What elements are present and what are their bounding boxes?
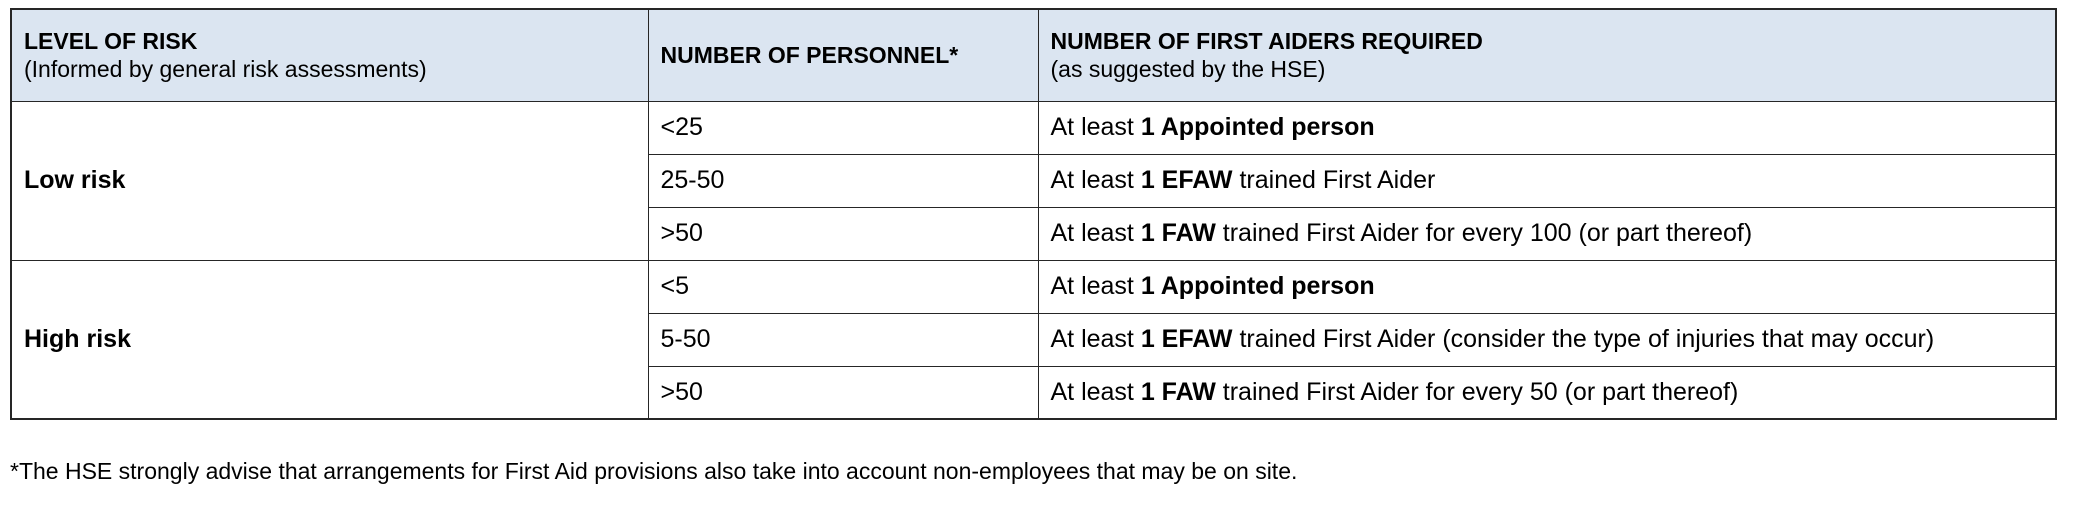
personnel-cell: 5-50 xyxy=(647,312,1039,367)
header-cell-level-of-risk: LEVEL OF RISK (Informed by general risk … xyxy=(10,8,649,102)
requirement-suffix: trained First Aider (consider the type o… xyxy=(1232,325,1935,353)
requirement-prefix: At least xyxy=(1050,377,1141,406)
header-subtitle-first-aiders-required: (as suggested by the HSE) xyxy=(1050,56,1326,83)
header-title-level-of-risk: LEVEL OF RISK xyxy=(24,27,198,54)
requirement-bold: 1 Appointed person xyxy=(1140,272,1375,300)
requirement-bold: 1 FAW xyxy=(1140,377,1216,406)
requirement-bold: 1 EFAW xyxy=(1140,166,1233,194)
requirement-cell: At least 1 EFAW trained First Aider (con… xyxy=(1037,312,2057,367)
table-row: 25-50 At least 1 EFAW trained First Aide… xyxy=(11,153,2057,208)
table-row: High risk <5 At least 1 Appointed person xyxy=(10,259,2057,420)
requirement-bold: 1 Appointed person xyxy=(1140,113,1375,141)
first-aid-requirements-table: LEVEL OF RISK (Informed by general risk … xyxy=(10,8,2057,420)
requirement-cell: At least 1 FAW trained First Aider for e… xyxy=(1037,365,2057,420)
requirement-prefix: At least xyxy=(1050,166,1141,194)
risk-level-cell-low: Low risk xyxy=(10,100,649,261)
personnel-cell: >50 xyxy=(647,365,1039,420)
requirement-prefix: At least xyxy=(1050,325,1141,353)
requirement-cell: At least 1 EFAW trained First Aider xyxy=(1037,153,2057,208)
header-subtitle-level-of-risk: (Informed by general risk assessments) xyxy=(24,56,427,83)
requirement-cell: At least 1 Appointed person xyxy=(1037,100,2057,155)
header-row: LEVEL OF RISK (Informed by general risk … xyxy=(10,8,2057,102)
requirement-suffix: trained First Aider xyxy=(1232,166,1436,194)
requirement-cell: At least 1 Appointed person xyxy=(1037,259,2057,314)
personnel-cell: 25-50 xyxy=(647,153,1039,208)
personnel-cell: <25 xyxy=(647,100,1039,155)
personnel-cell: >50 xyxy=(647,206,1039,261)
risk-level-cell-high: High risk xyxy=(10,259,649,420)
requirement-prefix: At least xyxy=(1050,219,1141,247)
requirement-prefix: At least xyxy=(1050,113,1141,141)
table-header: LEVEL OF RISK (Informed by general risk … xyxy=(10,8,2057,102)
requirement-bold: 1 FAW xyxy=(1140,219,1216,247)
requirement-suffix: trained First Aider for every 100 (or pa… xyxy=(1215,219,1753,247)
hse-footnote: *The HSE strongly advise that arrangemen… xyxy=(10,458,1298,484)
table-body: Low risk <25 At least 1 Appointed person… xyxy=(10,100,2057,420)
requirement-suffix: trained First Aider for every 50 (or par… xyxy=(1215,377,1739,406)
header-cell-number-of-personnel: NUMBER OF PERSONNEL* xyxy=(647,8,1039,102)
table-row: 5-50 At least 1 EFAW trained First Aider… xyxy=(11,312,2057,367)
header-title-number-of-personnel: NUMBER OF PERSONNEL* xyxy=(660,41,959,68)
requirement-bold: 1 EFAW xyxy=(1140,325,1233,353)
table-row: Low risk <25 At least 1 Appointed person xyxy=(10,100,2057,261)
header-title-first-aiders-required: NUMBER OF FIRST AIDERS REQUIRED xyxy=(1050,27,1483,54)
personnel-cell: <5 xyxy=(647,259,1039,314)
requirement-cell: At least 1 FAW trained First Aider for e… xyxy=(1037,206,2057,261)
header-cell-first-aiders-required: NUMBER OF FIRST AIDERS REQUIRED (as sugg… xyxy=(1037,8,2057,102)
requirement-prefix: At least xyxy=(1050,272,1141,300)
table-row: >50 At least 1 FAW trained First Aider f… xyxy=(11,365,2057,420)
